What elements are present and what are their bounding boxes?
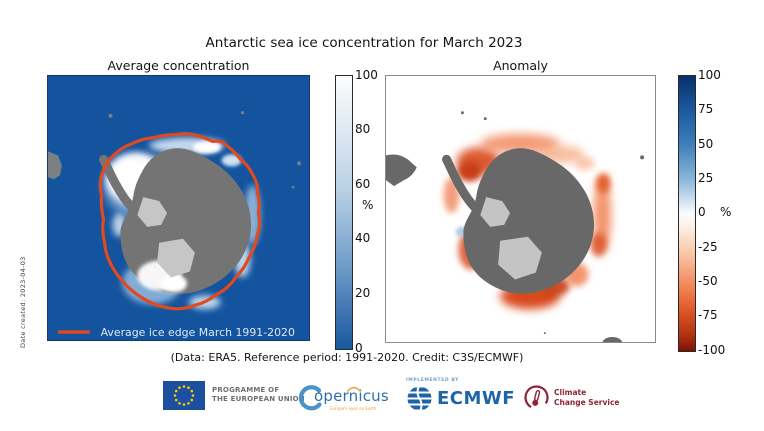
eu-programme-line2: THE EUROPEAN UNION xyxy=(212,395,305,403)
copernicus-logo: opernicus Europe's eyes on Earth xyxy=(297,383,393,417)
anom-tick-0: 0 xyxy=(698,205,706,219)
average-map-graphic: Average ice edge March 1991-2020 xyxy=(48,111,302,339)
c3s-label-line2: Change Service xyxy=(554,397,620,407)
antarctica-landmass xyxy=(442,148,595,294)
right-panel-title: Anomaly xyxy=(493,58,548,73)
conc-tick-40: 40 xyxy=(355,231,371,245)
anomaly-colorbar xyxy=(678,75,696,352)
c3s-label-line1: Climate xyxy=(554,388,587,397)
copernicus-tagline: Europe's eyes on Earth xyxy=(330,406,377,411)
islands xyxy=(386,111,645,342)
c3s-thermometer-icon xyxy=(524,385,549,410)
average-concentration-map: Average ice edge March 1991-2020 xyxy=(47,75,310,341)
data-credit-line: (Data: ERA5. Reference period: 1991-2020… xyxy=(170,351,524,364)
anom-tick-n100: -100 xyxy=(698,343,726,357)
eu-programme-line1: PROGRAMME OF xyxy=(212,386,280,394)
anom-tick-75: 75 xyxy=(698,102,714,116)
ice-edge-legend-label: Average ice edge March 1991-2020 xyxy=(101,326,295,339)
average-ice-edge-line xyxy=(98,132,262,311)
anom-unit-label: % xyxy=(720,205,732,219)
figure-title: Antarctic sea ice concentration for Marc… xyxy=(205,35,523,51)
c3s-label: Climate Change Service xyxy=(554,388,620,407)
ice-shelves xyxy=(137,197,195,278)
conc-unit-label: % xyxy=(362,198,374,212)
anomaly-map xyxy=(385,75,656,343)
anom-tick-25: 25 xyxy=(698,171,714,185)
ecmwf-logo: IMPLEMENTED BY ECMWF xyxy=(406,378,515,412)
anom-tick-n50: -50 xyxy=(698,274,718,288)
copernicus-c-swoosh-icon xyxy=(298,385,322,411)
ice-edge-legend: Average ice edge March 1991-2020 xyxy=(57,326,295,339)
anom-tick-50: 50 xyxy=(698,137,714,151)
implemented-by-label: IMPLEMENTED BY xyxy=(406,378,459,383)
anom-tick-n75: -75 xyxy=(698,308,718,322)
conc-tick-0: 0 xyxy=(355,341,363,355)
anomaly-map-graphic xyxy=(386,111,645,342)
ice-shelves xyxy=(480,197,542,280)
conc-tick-60: 60 xyxy=(355,177,371,191)
anom-tick-100: 100 xyxy=(698,68,721,82)
conc-tick-20: 20 xyxy=(355,286,371,300)
conc-tick-80: 80 xyxy=(355,122,371,136)
eu-programme-label: PROGRAMME OF THE EUROPEAN UNION xyxy=(212,386,305,404)
conc-tick-100: 100 xyxy=(355,68,378,82)
copernicus-wordmark: opernicus xyxy=(314,387,389,405)
copernicus-orange-arc-icon xyxy=(347,386,361,392)
ecmwf-globe-icon xyxy=(407,386,432,411)
ecmwf-wordmark: ECMWF xyxy=(437,388,516,409)
antarctica-landmass xyxy=(99,148,252,294)
islands xyxy=(48,111,302,189)
concentration-colorbar xyxy=(335,75,353,350)
left-panel-title: Average concentration xyxy=(107,58,250,73)
eu-flag-icon xyxy=(163,381,205,410)
date-created-label: Date created: 2023-04-03 xyxy=(19,256,27,348)
climate-change-service-logo: Climate Change Service xyxy=(523,384,620,411)
anom-tick-n25: -25 xyxy=(698,240,718,254)
